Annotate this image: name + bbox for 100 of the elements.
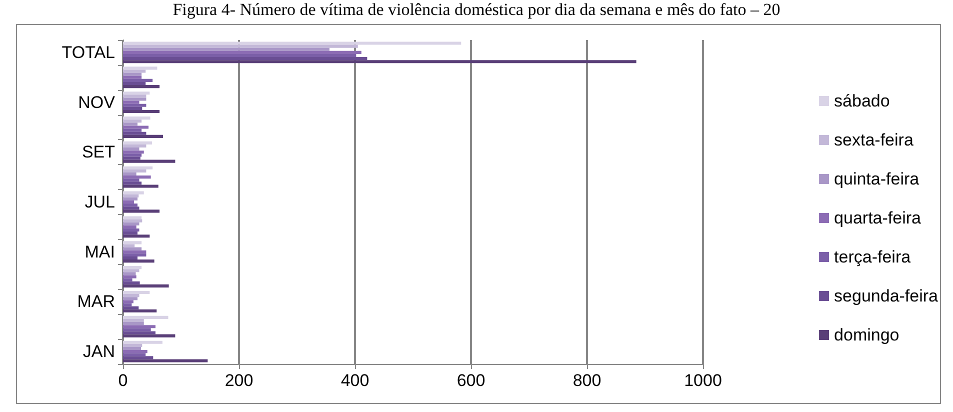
bar	[123, 300, 134, 304]
bar	[123, 260, 154, 263]
bar	[123, 244, 135, 248]
bar	[123, 206, 140, 210]
bar	[123, 253, 146, 256]
bar	[123, 318, 144, 322]
bar	[123, 50, 362, 54]
bar	[123, 60, 636, 64]
x-tick-label: 200	[224, 371, 254, 390]
bar	[123, 110, 160, 114]
bar	[123, 172, 136, 176]
bar	[123, 194, 139, 198]
y-tick-label: SET	[82, 142, 115, 162]
bar	[123, 269, 140, 272]
bar	[123, 169, 146, 172]
bar	[123, 272, 136, 276]
bar	[123, 197, 138, 200]
bar	[123, 98, 146, 101]
bar	[123, 156, 140, 160]
bar	[123, 76, 142, 79]
bar	[123, 126, 149, 129]
bar	[123, 94, 146, 98]
bar	[123, 178, 140, 182]
bar	[123, 122, 138, 126]
bar	[123, 148, 140, 151]
legend-label: segunda-feira	[834, 286, 939, 306]
legend-label: sábado	[834, 92, 890, 110]
bar	[123, 219, 142, 222]
bar	[123, 325, 156, 328]
y-tick-label: MAR	[77, 292, 115, 312]
y-tick-label: NOV	[78, 92, 116, 112]
bar	[123, 44, 358, 48]
bar	[123, 154, 142, 157]
y-tick-label: TOTAL	[62, 42, 115, 62]
bar	[123, 278, 132, 282]
bar	[123, 78, 153, 82]
bar	[123, 309, 157, 312]
x-tick-label: 800	[572, 371, 602, 390]
bar	[123, 356, 154, 360]
bar	[123, 92, 150, 95]
bar	[123, 128, 142, 132]
bar	[123, 134, 164, 138]
bar	[123, 200, 134, 204]
bar	[123, 48, 330, 51]
bar	[123, 340, 162, 344]
bar	[123, 306, 139, 310]
chart-title: Figura 4- Número de vítima de violência doméstica por dia da semana e mês do fato – 20	[172, 0, 782, 20]
bar	[123, 82, 146, 86]
bar	[123, 160, 176, 163]
x-tick-label: 400	[340, 371, 370, 390]
bar	[123, 316, 168, 319]
bar	[123, 350, 148, 354]
bar	[123, 284, 169, 288]
bar	[123, 182, 142, 185]
bar	[123, 120, 142, 123]
bar	[123, 100, 140, 104]
x-tick-label: 0	[118, 371, 128, 390]
legend-label: quinta-feira	[834, 170, 920, 188]
bar	[123, 176, 151, 179]
legend-label: domingo	[834, 326, 900, 344]
bar	[123, 290, 150, 294]
bar	[123, 70, 146, 73]
bar	[123, 297, 138, 300]
bar	[123, 144, 146, 148]
bar	[123, 247, 142, 250]
bar	[123, 281, 140, 284]
y-tick-label: JUL	[84, 192, 115, 212]
x-tick-label: 1000	[684, 371, 722, 390]
bar	[123, 191, 144, 194]
bar	[123, 225, 136, 228]
y-tick-label: MAI	[84, 242, 115, 262]
bar	[123, 266, 142, 270]
bar	[123, 54, 356, 58]
bar	[123, 228, 140, 232]
bar	[123, 275, 136, 278]
bar	[123, 166, 153, 170]
bar	[123, 353, 146, 356]
legend-label: sexta-feira	[834, 130, 914, 150]
bar	[123, 72, 142, 76]
legend-label: terça-feira	[834, 248, 912, 266]
legend-label: quarta-feira	[834, 208, 922, 228]
bar	[123, 150, 144, 154]
bar	[123, 222, 140, 226]
bar	[123, 132, 146, 135]
bar	[123, 106, 142, 110]
bar	[123, 234, 150, 238]
bar	[123, 241, 142, 244]
bar	[123, 66, 158, 70]
bar	[123, 346, 141, 350]
bar	[123, 85, 160, 88]
bar	[123, 331, 156, 334]
bar	[123, 141, 152, 144]
bar	[123, 116, 150, 120]
bar	[123, 210, 160, 213]
bar	[123, 256, 138, 260]
bar	[123, 294, 140, 298]
y-tick-label: JAN	[82, 342, 115, 362]
bar	[123, 204, 138, 207]
bar	[123, 322, 144, 326]
bar	[123, 344, 142, 347]
